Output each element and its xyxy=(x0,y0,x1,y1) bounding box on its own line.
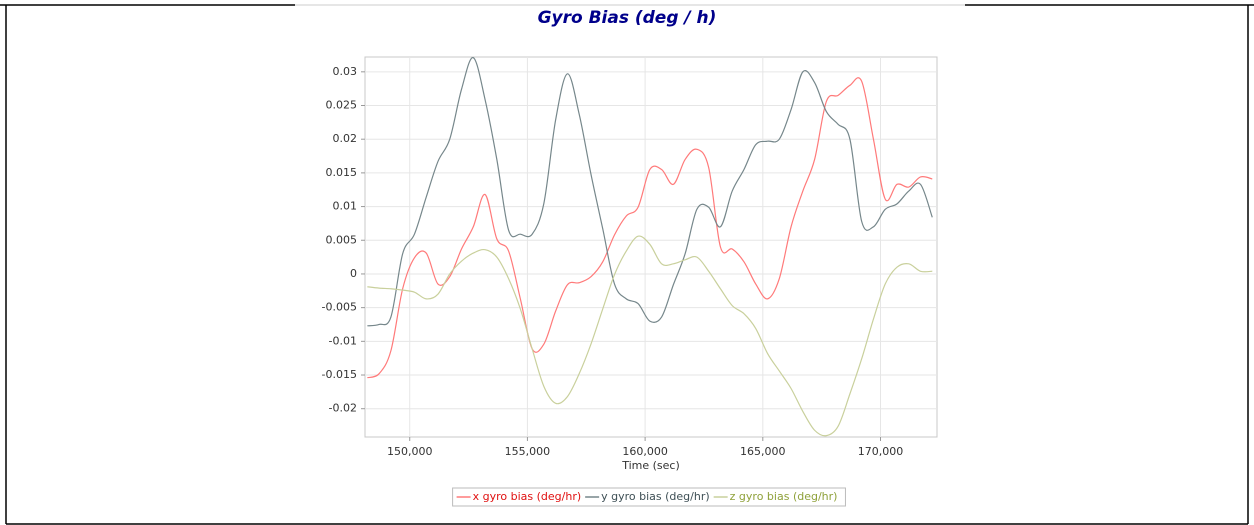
y-tick-label: 0.025 xyxy=(326,99,358,112)
x-tick-label: 155,000 xyxy=(505,445,551,458)
x-tick-label: 150,000 xyxy=(387,445,433,458)
chart-title: Gyro Bias (deg / h) xyxy=(538,8,717,28)
plot-area xyxy=(364,56,938,438)
legend-label: x gyro bias (deg/hr) xyxy=(473,490,582,503)
x-tick-label: 170,000 xyxy=(858,445,904,458)
y-tick-label: 0 xyxy=(350,267,357,280)
y-tick-label: -0.015 xyxy=(322,368,357,381)
y-tick-label: -0.02 xyxy=(329,402,357,415)
legend-label: y gyro bias (deg/hr) xyxy=(601,490,710,503)
y-tick-label: 0.01 xyxy=(333,200,358,213)
legend-box xyxy=(452,487,846,507)
y-tick-label: -0.01 xyxy=(329,334,357,347)
series-line xyxy=(367,235,933,437)
legend-label: z gyro bias (deg/hr) xyxy=(730,490,838,503)
series-line xyxy=(367,77,933,379)
x-tick-label: 165,000 xyxy=(740,445,786,458)
y-tick-label: 0.005 xyxy=(326,233,358,246)
series-line xyxy=(367,57,933,327)
y-tick-label: 0.03 xyxy=(333,65,358,78)
y-tick-label: 0.02 xyxy=(333,132,358,145)
legend: x gyro bias (deg/hr) y gyro bias (deg/hr)… xyxy=(452,487,846,507)
x-axis-label: Time (sec) xyxy=(621,459,680,472)
y-tick-label: 0.015 xyxy=(326,166,358,179)
y-tick-label: -0.005 xyxy=(322,301,357,314)
x-tick-label: 160,000 xyxy=(622,445,668,458)
